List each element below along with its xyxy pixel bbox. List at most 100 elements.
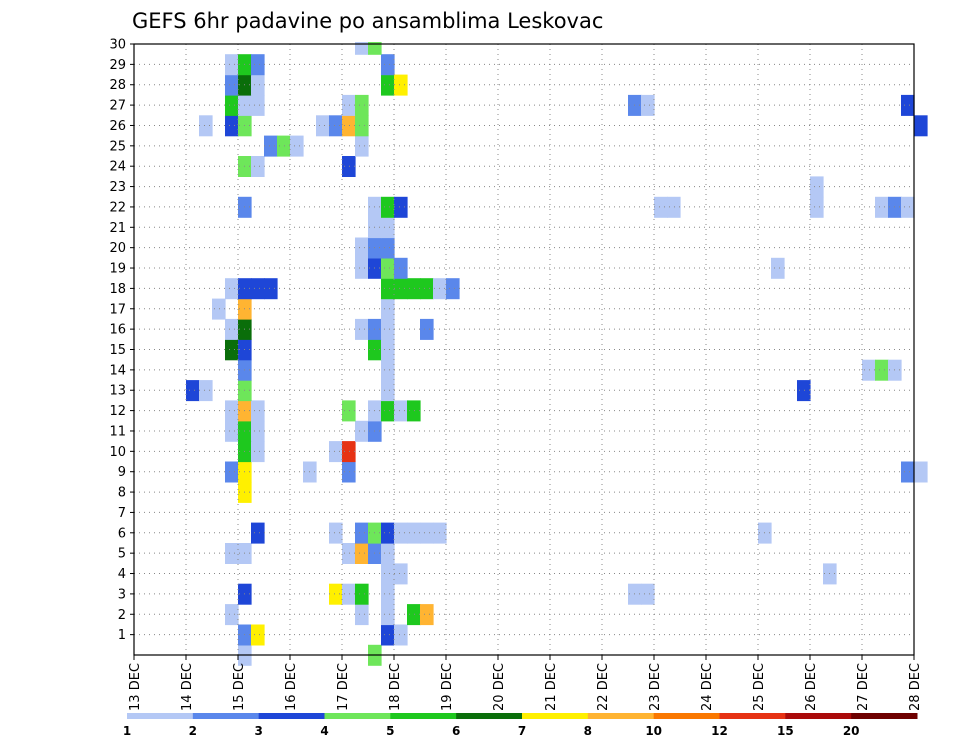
- y-tick-label: 1: [118, 628, 126, 643]
- colorbar-segment: [456, 713, 523, 719]
- y-tick-label: 2: [118, 608, 126, 623]
- heatmap-cell: [251, 278, 265, 300]
- heatmap-cell: [381, 604, 395, 626]
- y-tick-label: 23: [109, 180, 126, 195]
- heatmap-cell: [901, 94, 915, 116]
- heatmap-cell: [914, 115, 928, 137]
- heatmap-cell: [901, 461, 915, 483]
- x-tick-label: 19 DEC: [440, 663, 455, 711]
- heatmap-cell: [862, 359, 876, 381]
- y-tick-label: 12: [109, 404, 126, 419]
- heatmap-cell: [342, 400, 356, 422]
- colorbar-segment: [127, 713, 194, 719]
- heatmap-cell: [225, 400, 239, 422]
- heatmap-cell: [355, 420, 369, 442]
- colorbar-segment: [390, 713, 457, 719]
- heatmap-cell: [771, 257, 785, 279]
- heatmap-cell: [316, 115, 330, 137]
- heatmap-cell: [875, 359, 889, 381]
- y-tick-label: 5: [118, 547, 126, 562]
- x-tick-label: 27 DEC: [856, 663, 871, 711]
- y-tick-label: 7: [118, 506, 126, 521]
- heatmap-cell: [251, 624, 265, 646]
- colorbar-tick-label: 15: [777, 724, 794, 738]
- y-tick-label: 24: [109, 160, 126, 175]
- heatmap-cell: [355, 522, 369, 544]
- heatmap-cell: [394, 278, 408, 300]
- heatmap-cell: [251, 54, 265, 76]
- y-tick-label: 6: [118, 526, 126, 541]
- y-tick-label: 18: [109, 282, 126, 297]
- heatmap-cell: [420, 318, 434, 340]
- y-tick-label: 20: [109, 241, 126, 256]
- heatmap-cell: [225, 54, 239, 76]
- heatmap-cell: [199, 380, 213, 402]
- y-tick-label: 8: [118, 486, 126, 501]
- heatmap-cell: [225, 278, 239, 300]
- heatmap-cell: [225, 318, 239, 340]
- heatmap-cell: [381, 522, 395, 544]
- heatmap-cell: [225, 115, 239, 137]
- heatmap-cell: [225, 74, 239, 96]
- heatmap-cell: [654, 196, 668, 218]
- y-tick-label: 26: [109, 119, 126, 134]
- heatmap-cell: [797, 380, 811, 402]
- heatmap-cell: [355, 318, 369, 340]
- heatmap-cell: [381, 257, 395, 279]
- heatmap-cell: [407, 604, 421, 626]
- heatmap-cell: [381, 217, 395, 239]
- x-tick-label: 28 DEC: [908, 663, 923, 711]
- x-tick-label: 21 DEC: [544, 663, 559, 711]
- heatmap-cell: [355, 257, 369, 279]
- y-tick-label: 22: [109, 200, 126, 215]
- heatmap-cell: [355, 543, 369, 564]
- y-tick-label: 15: [109, 343, 126, 358]
- heatmap-cell: [251, 74, 265, 96]
- x-tick-label: 17 DEC: [336, 663, 351, 711]
- x-tick-label: 25 DEC: [752, 663, 767, 711]
- heatmap-cell: [225, 420, 239, 442]
- heatmap-cell: [355, 115, 369, 137]
- heatmap-cell: [251, 441, 265, 463]
- heatmap-cell: [251, 156, 265, 177]
- heatmap-cell: [394, 74, 408, 96]
- x-tick-label: 18 DEC: [388, 663, 403, 711]
- colorbar-tick-label: 1: [123, 724, 131, 738]
- y-tick-label: 27: [109, 99, 126, 114]
- colorbar-tick-label: 5: [386, 724, 394, 738]
- y-tick-label: 11: [109, 424, 126, 439]
- heatmap-cell: [355, 135, 369, 157]
- y-tick-label: 21: [109, 221, 126, 236]
- heatmap-cell: [342, 543, 356, 564]
- heatmap-cell: [381, 583, 395, 605]
- colorbar-segment: [653, 713, 720, 719]
- x-tick-label: 26 DEC: [804, 663, 819, 711]
- chart-title: GEFS 6hr padavine po ansamblima Leskovac: [132, 9, 603, 33]
- y-tick-label: 9: [118, 465, 126, 480]
- heatmap-cell: [342, 115, 356, 137]
- heatmap-cell: [186, 380, 200, 402]
- heatmap-cell: [381, 339, 395, 361]
- grid-lines: [134, 44, 914, 655]
- colorbar-tick-label: 10: [645, 724, 662, 738]
- heatmap-cell: [355, 94, 369, 116]
- x-tick-label: 15 DEC: [232, 663, 247, 711]
- heatmap-cell: [381, 196, 395, 218]
- colorbar-segment: [324, 713, 391, 719]
- heatmap-cell: [901, 196, 915, 218]
- heatmap-cell: [342, 461, 356, 483]
- heatmap-cell: [381, 359, 395, 381]
- colorbar-segment: [719, 713, 786, 719]
- colorbar-segment: [192, 713, 260, 719]
- heatmap-cell: [251, 400, 265, 422]
- colorbar-tick-label: 8: [584, 724, 592, 738]
- x-tick-label: 22 DEC: [596, 663, 611, 711]
- heatmap-cell: [277, 135, 291, 157]
- heatmap-cell: [381, 54, 395, 76]
- y-tick-label: 4: [118, 567, 126, 582]
- heatmap-cell: [641, 94, 655, 116]
- y-tick-label: 16: [109, 323, 126, 338]
- heatmap-cell: [394, 196, 408, 218]
- colorbar-tick-label: 20: [843, 724, 860, 738]
